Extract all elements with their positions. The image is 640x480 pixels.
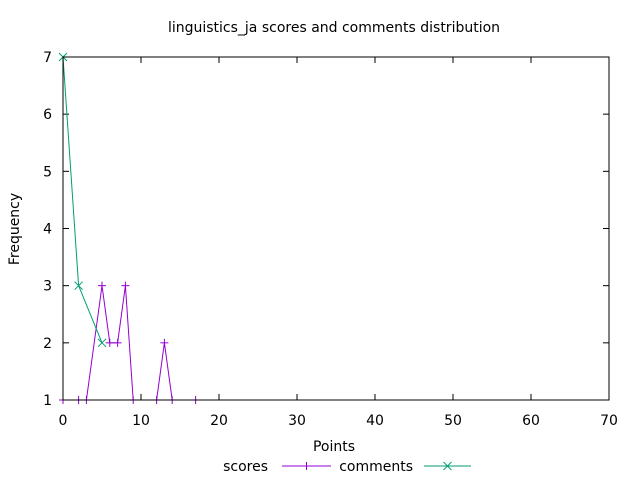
y-tick-label-6: 7 <box>43 50 52 66</box>
legend-marker-scores <box>302 462 311 470</box>
axis-ticks <box>62 56 610 401</box>
point-comments-1-d2 <box>74 281 83 291</box>
legend-glyph-comments-d2 <box>443 461 452 471</box>
y-tick-label-5: 6 <box>43 107 52 123</box>
chart-title: linguistics_ja scores and comments distr… <box>168 20 500 36</box>
legend-glyph-scores <box>302 462 311 470</box>
point-scores-5 <box>113 338 122 347</box>
x-axis-label: Points <box>313 439 355 455</box>
series-line-scores <box>63 285 196 401</box>
point-scores-4 <box>105 338 114 347</box>
point-scores-6 <box>121 281 130 290</box>
plot-border <box>62 56 610 401</box>
legend-label-comments: comments <box>339 459 413 475</box>
y-tick-label-4: 5 <box>43 164 52 180</box>
point-comments-1 <box>74 281 83 291</box>
y-tick-label-3: 4 <box>43 222 52 238</box>
series-layer <box>58 52 200 404</box>
x-tick-label-3: 30 <box>288 413 306 429</box>
legend-glyph-comments <box>443 461 452 471</box>
tick-labels: 0 10 20 30 40 50 60 70 1 2 3 4 5 6 7 <box>43 50 618 429</box>
x-tick-label-1: 10 <box>132 413 150 429</box>
point-scores-9 <box>160 338 169 347</box>
y-axis-label: Frequency <box>7 193 23 265</box>
point-comments-2-d2 <box>97 338 107 348</box>
x-tick-label-5: 50 <box>444 413 462 429</box>
y-tick-label-1: 2 <box>43 336 52 352</box>
y-tick-label-2: 3 <box>43 279 52 295</box>
x-tick-label-7: 70 <box>600 413 618 429</box>
legend: scores comments <box>223 459 471 475</box>
legend-label-scores: scores <box>223 459 268 475</box>
x-tick-label-6: 60 <box>522 413 540 429</box>
series-line-comments <box>62 56 103 344</box>
x-tick-label-2: 20 <box>210 413 228 429</box>
point-scores-3 <box>98 281 106 290</box>
point-comments-2 <box>97 338 107 348</box>
y-tick-label-0: 1 <box>43 393 52 409</box>
x-tick-label-0: 0 <box>59 413 68 429</box>
x-tick-label-4: 40 <box>366 413 384 429</box>
legend-marker-comments <box>443 461 452 471</box>
